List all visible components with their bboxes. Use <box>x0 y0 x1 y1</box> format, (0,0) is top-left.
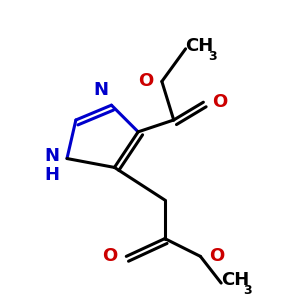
Text: N: N <box>45 147 60 165</box>
Text: O: O <box>102 248 117 266</box>
Text: 3: 3 <box>243 284 252 297</box>
Text: 3: 3 <box>208 50 216 63</box>
Text: O: O <box>209 248 224 266</box>
Text: O: O <box>138 72 153 90</box>
Text: N: N <box>94 81 109 99</box>
Text: H: H <box>45 166 60 184</box>
Text: CH: CH <box>186 37 214 55</box>
Text: CH: CH <box>221 271 249 289</box>
Text: O: O <box>212 93 227 111</box>
